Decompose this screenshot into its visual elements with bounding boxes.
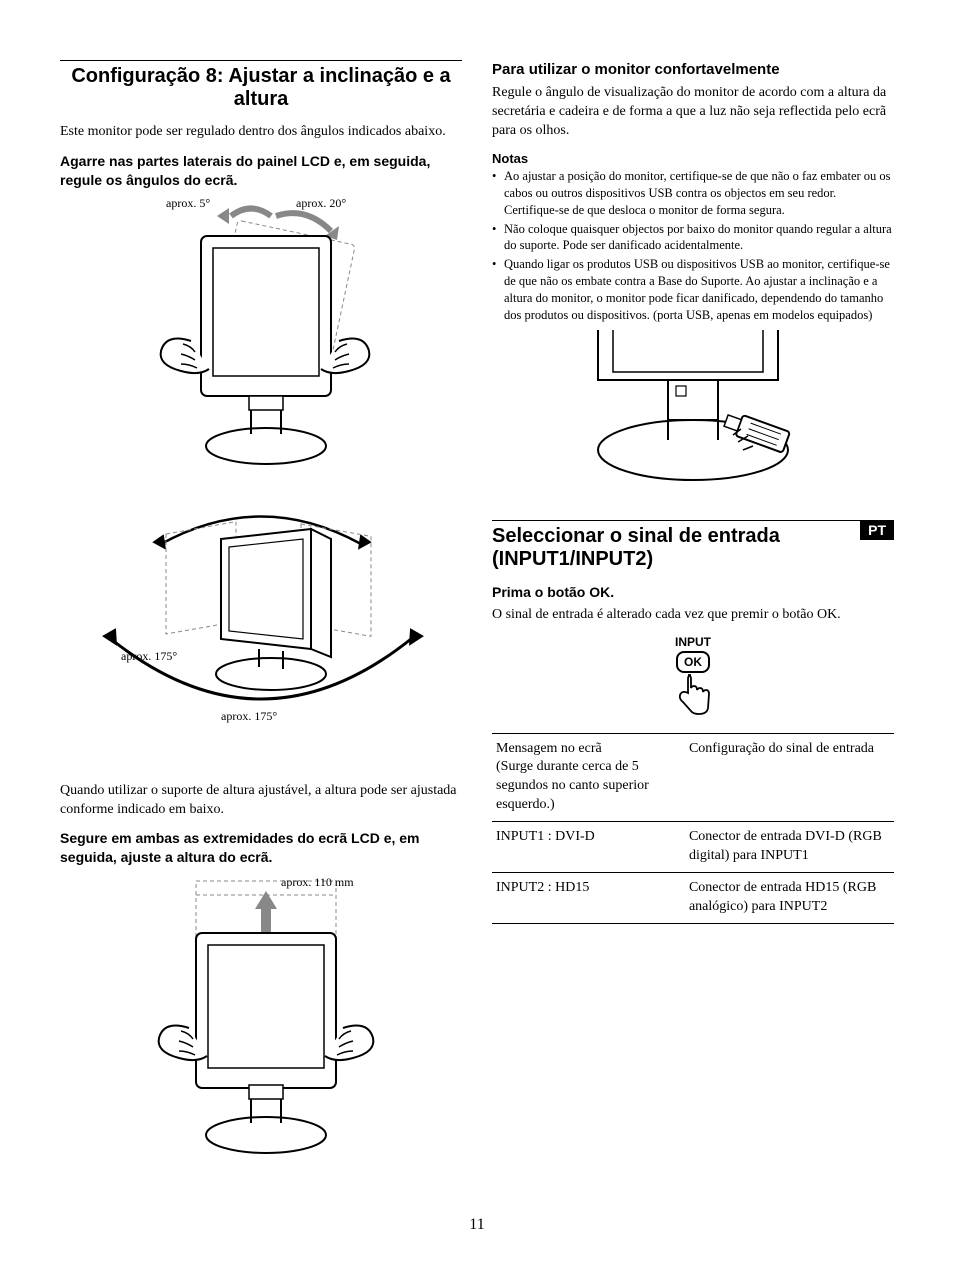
figure-tilt: aprox. 5° aprox. 20° [60,196,462,481]
usb-base-diagram-icon [568,330,818,490]
height-diagram-icon [121,873,401,1163]
tilt-diagram-icon [121,196,401,476]
table-head-right: Configuração do sinal de entrada [685,733,894,822]
press-ok-body: O sinal de entrada é alterado cada vez q… [492,606,894,625]
signal-table: Mensagem no ecrã (Surge durante cerca de… [492,733,894,924]
fig3-label: aprox. 110 mm [281,875,354,890]
left-section-title: Configuração 8: Ajustar a inclinação e a… [60,60,462,111]
fig1-label-left: aprox. 5° [166,196,210,211]
note-item: Não coloque quaisquer objectos por baixo… [492,221,894,255]
grip-sides-instruction: Agarre nas partes laterais do painel LCD… [60,152,462,190]
right-column: Para utilizar o monitor confortavelmente… [492,60,894,1186]
figure-swivel: aprox. 175° aprox. 175° [60,499,462,764]
input-label: INPUT [673,635,713,649]
fig2-label-top: aprox. 175° [121,649,177,664]
language-badge: PT [860,520,894,540]
figure-ok-button: INPUT OK [492,635,894,715]
notes-list: Ao ajustar a posição do monitor, certifi… [492,168,894,324]
grip-ends-instruction: Segure em ambas as extremidades do ecrã … [60,829,462,867]
height-intro: Quando utilizar o suporte de altura ajus… [60,782,462,820]
notes-heading: Notas [492,151,894,166]
note-item: Ao ajustar a posição do monitor, certifi… [492,168,894,219]
fig2-label-bottom: aprox. 175° [221,709,277,724]
comfort-body: Regule o ângulo de visualização do monit… [492,84,894,141]
input-select-section: PT Seleccionar o sinal de entrada (INPUT… [492,520,894,924]
table-cell: INPUT1 : DVI-D [492,822,685,873]
page-number: 11 [60,1216,894,1234]
table-cell: Conector de entrada DVI-D (RGB digital) … [685,822,894,873]
ok-button: OK [676,651,710,673]
fig1-label-right: aprox. 20° [296,196,346,211]
table-cell: INPUT2 : HD15 [492,872,685,923]
press-ok-title: Prima o botão OK. [492,583,894,602]
section2-title: Seleccionar o sinal de entrada (INPUT1/I… [492,520,894,571]
left-column: Configuração 8: Ajustar a inclinação e a… [60,60,462,1186]
table-cell: Conector de entrada HD15 (RGB analógico)… [685,872,894,923]
figure-usb-base [492,330,894,490]
comfort-title: Para utilizar o monitor confortavelmente [492,60,894,80]
figure-height: aprox. 110 mm [60,873,462,1168]
note-item: Quando ligar os produtos USB ou disposit… [492,256,894,324]
press-hand-icon [673,673,713,715]
table-head-left: Mensagem no ecrã (Surge durante cerca de… [492,733,685,822]
left-intro: Este monitor pode ser regulado dentro do… [60,123,462,142]
